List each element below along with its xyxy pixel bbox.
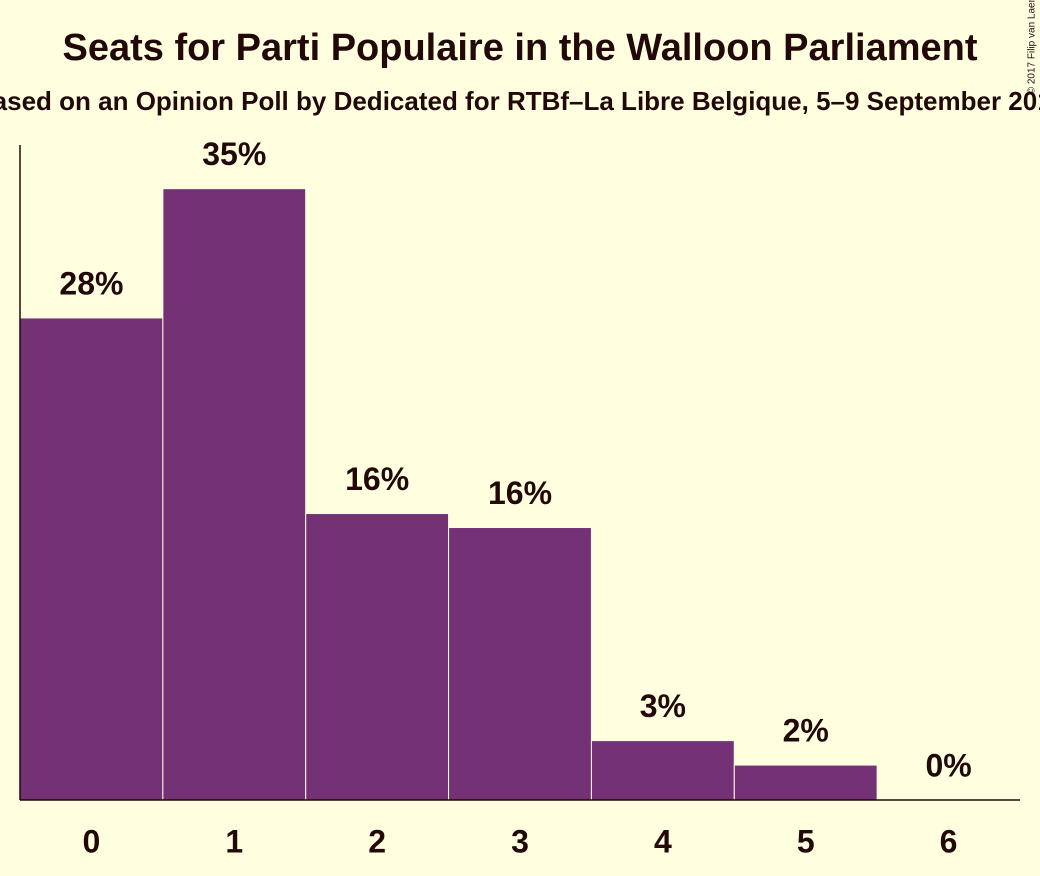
x-tick-label: 1 bbox=[225, 823, 243, 859]
value-label: 3% bbox=[640, 688, 686, 724]
x-tick-label: 5 bbox=[797, 823, 815, 859]
bar bbox=[305, 513, 450, 801]
chart-subtitle: Based on an Opinion Poll by Dedicated fo… bbox=[0, 86, 1040, 116]
value-label: 16% bbox=[345, 461, 409, 497]
value-label: 28% bbox=[59, 265, 123, 301]
value-label: 35% bbox=[202, 136, 266, 172]
x-tick-label: 4 bbox=[654, 823, 672, 859]
value-label: 0% bbox=[925, 747, 971, 783]
x-tick-label: 3 bbox=[511, 823, 529, 859]
x-tick-label: 6 bbox=[940, 823, 958, 859]
value-label: 16% bbox=[488, 475, 552, 511]
bar bbox=[733, 764, 878, 801]
copyright: © 2017 Filip van Laenen bbox=[1027, 0, 1038, 94]
chart-title: Seats for Parti Populaire in the Walloon… bbox=[62, 27, 977, 69]
bar bbox=[448, 527, 592, 801]
value-label: 2% bbox=[783, 713, 829, 749]
x-tick-label: 2 bbox=[368, 823, 386, 859]
bar bbox=[162, 188, 307, 801]
x-tick-label: 0 bbox=[83, 823, 101, 859]
bar bbox=[19, 317, 164, 801]
bar bbox=[590, 740, 735, 801]
